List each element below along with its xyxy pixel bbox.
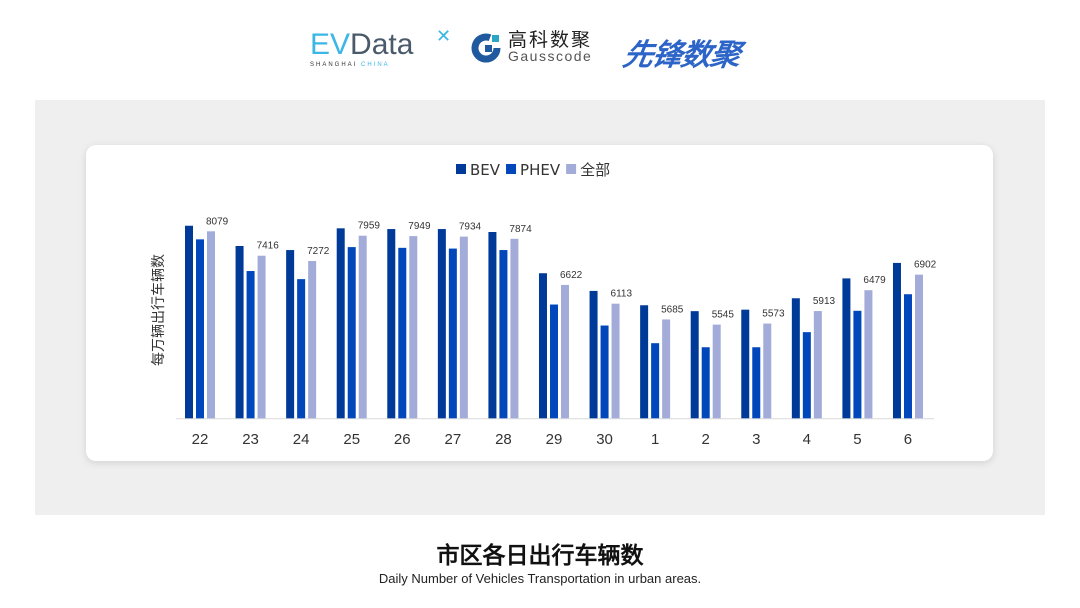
bar-全部-3 [763, 323, 772, 419]
bar-PHEV-1 [651, 343, 660, 419]
bar-全部-27 [459, 236, 468, 419]
data-label: 7959 [358, 221, 381, 232]
bar-全部-26 [409, 236, 418, 419]
data-label: 8079 [206, 216, 229, 227]
data-label: 6113 [611, 289, 633, 300]
bar-全部-5 [864, 290, 873, 419]
page-title: 市区各日出行车辆数 [436, 543, 644, 569]
y-axis-label: 每万辆出行车辆数 [150, 254, 167, 366]
bar-PHEV-23 [246, 271, 255, 419]
x-tick-label: 4 [803, 431, 811, 448]
data-label: 7934 [459, 222, 482, 233]
bar-全部-28 [510, 238, 519, 419]
data-label: 5573 [762, 309, 785, 320]
bar-全部-22 [207, 231, 215, 419]
data-label: 7272 [307, 246, 330, 257]
logo-bar: EVData ✕ SHANGHAI CHINA 高科数聚 Gausscode 先… [0, 24, 1080, 74]
bar-全部-6 [914, 274, 923, 419]
bar-BEV-1 [640, 305, 649, 419]
bar-PHEV-25 [347, 247, 356, 419]
bar-全部-25 [358, 235, 367, 419]
x-tick-label: 28 [495, 431, 512, 448]
legend-swatch-全部 [566, 164, 577, 174]
bar-BEV-3 [741, 309, 750, 419]
data-label: 6479 [863, 275, 886, 286]
x-tick-label: 5 [853, 431, 861, 448]
bar-BEV-22 [185, 225, 193, 419]
bar-PHEV-29 [549, 304, 558, 419]
bar-全部-1 [662, 319, 671, 419]
bar-BEV-5 [842, 278, 851, 419]
data-label: 5685 [661, 304, 684, 315]
legend-label-PHEV: PHEV [520, 161, 561, 179]
data-label: 7949 [408, 221, 431, 232]
bar-全部-24 [308, 261, 317, 419]
bar-PHEV-28 [499, 250, 508, 419]
bar-PHEV-3 [752, 347, 761, 419]
bar-PHEV-24 [297, 279, 306, 419]
data-label: 6622 [560, 270, 583, 281]
legend-label-全部: 全部 [580, 161, 610, 179]
x-tick-label: 2 [702, 431, 710, 448]
legend-label-BEV: BEV [470, 161, 501, 179]
bar-全部-2 [712, 324, 721, 419]
x-tick-label: 27 [445, 431, 462, 448]
data-label: 6902 [914, 260, 937, 271]
bar-PHEV-4 [802, 332, 811, 419]
bar-PHEV-27 [448, 248, 457, 419]
bar-BEV-25 [336, 228, 345, 419]
gausscode-icon [470, 32, 502, 64]
bar-全部-23 [257, 255, 266, 419]
x-tick-label: 25 [343, 431, 360, 448]
bar-BEV-4 [791, 298, 800, 419]
bar-BEV-30 [589, 290, 598, 419]
bar-BEV-2 [690, 311, 699, 419]
evdata-logo: EVData ✕ SHANGHAI CHINA [310, 26, 452, 68]
page-subtitle: Daily Number of Vehicles Transportation … [378, 571, 702, 586]
x-tick-label: 24 [293, 431, 310, 448]
x-tick-label: 30 [596, 431, 613, 448]
x-tick-label: 3 [752, 431, 760, 448]
x-tick-label: 1 [651, 431, 659, 448]
x-tick-label: 22 [192, 431, 209, 448]
x-tick-label: 6 [904, 431, 912, 448]
bar-PHEV-5 [853, 310, 862, 419]
bar-PHEV-26 [398, 247, 407, 419]
data-label: 7874 [509, 224, 532, 235]
bar-全部-30 [611, 303, 620, 419]
bar-BEV-26 [387, 229, 396, 419]
bar-BEV-29 [538, 273, 547, 419]
x-tick-label: 26 [394, 431, 411, 448]
bar-BEV-6 [892, 262, 901, 419]
legend-swatch-BEV [456, 164, 466, 174]
data-label: 5913 [813, 296, 836, 307]
bar-BEV-28 [488, 231, 497, 419]
bar-BEV-24 [286, 250, 295, 419]
bar-PHEV-30 [600, 325, 609, 419]
bar-PHEV-6 [903, 294, 912, 419]
gausscode-logo: 高科数聚 Gausscode [470, 31, 592, 64]
x-tick-label: 29 [546, 431, 563, 448]
bar-全部-4 [813, 311, 822, 419]
bar-PHEV-22 [196, 239, 204, 419]
legend-swatch-PHEV [506, 164, 517, 174]
data-label: 7416 [257, 241, 280, 252]
bar-BEV-27 [437, 229, 446, 419]
data-label: 5545 [712, 310, 735, 321]
bar-BEV-23 [235, 245, 244, 419]
x-tick-label: 23 [242, 431, 259, 448]
bar-PHEV-2 [701, 347, 710, 419]
bar-全部-29 [560, 284, 569, 419]
